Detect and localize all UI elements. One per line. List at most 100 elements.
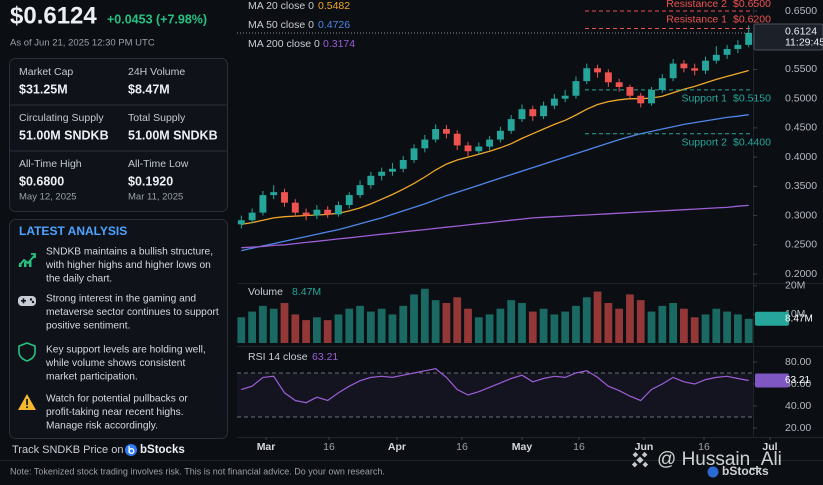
volume-bar xyxy=(485,314,494,343)
volume-current: 8.47M xyxy=(785,313,813,324)
candle-body xyxy=(313,209,321,216)
level-name: Support 2 xyxy=(681,137,727,149)
y-tick-label: 0.5500 xyxy=(785,63,817,75)
volume-bar xyxy=(323,320,332,343)
x-tick-label: 16 xyxy=(323,441,335,453)
ma-line xyxy=(241,204,749,249)
y-tick-label: 0.3500 xyxy=(785,180,817,192)
volume-bar xyxy=(626,294,634,343)
stat-value: $8.47M xyxy=(128,82,170,96)
volume-bar xyxy=(539,308,548,343)
x-tick-label: May xyxy=(512,441,533,453)
volume-bar xyxy=(507,300,516,343)
legend-label: MA 200 close 0 xyxy=(248,38,320,50)
x-tick-label: 16 xyxy=(573,441,585,453)
x-tick-label: 16 xyxy=(456,441,468,453)
volume-bar xyxy=(712,308,721,343)
volume-bar xyxy=(561,311,570,343)
candle-body xyxy=(378,171,386,176)
volume-bar xyxy=(474,317,483,343)
icon-trend xyxy=(18,253,36,267)
volume-bar xyxy=(302,320,310,343)
rsi-box xyxy=(755,373,789,388)
chart: 0.2000 0.2500 0.3000 0.3500 0.4000 0.4500 0.50… xyxy=(237,0,823,453)
volume-bar xyxy=(366,311,375,343)
volume-bar xyxy=(701,314,710,343)
stat-value: 51.00M SNDKB xyxy=(19,128,109,142)
volume-bar xyxy=(604,303,613,343)
x-tick-label: Jun xyxy=(635,441,654,453)
level-name: Support 1 xyxy=(681,93,727,105)
analysis-text: Key support levels are holding well, xyxy=(46,345,206,356)
level-name: Resistance 2 xyxy=(666,0,727,10)
volume-bar xyxy=(690,317,699,343)
analysis-text: with higher highs and higher lows on xyxy=(45,260,211,271)
disclaimer: Note: Tokenized stock trading involves r… xyxy=(10,466,385,476)
rsi-tick-label: 40.00 xyxy=(785,400,811,412)
stat-label: All-Time Low xyxy=(128,158,189,170)
candle-body xyxy=(496,130,504,140)
candle-body xyxy=(442,129,450,134)
legend-value: 0.3174 xyxy=(323,38,355,50)
track-text: Track SNDKB Price on xyxy=(12,444,123,456)
legend-label: MA 20 close 0 xyxy=(248,0,314,12)
candle-body xyxy=(432,129,440,140)
candle-body xyxy=(550,98,558,106)
candle-body xyxy=(583,68,591,82)
volume-tick-label: 10M xyxy=(785,308,805,320)
candle-body xyxy=(594,68,602,73)
watermark-handle: @ Hussain_Ali xyxy=(657,449,782,470)
brand-name[interactable]: bStocks xyxy=(140,444,185,456)
legend-label: MA 50 close 0 xyxy=(248,19,314,31)
volume-bar xyxy=(312,317,321,343)
legend-value: 0.4726 xyxy=(318,19,350,31)
x-tick-label: 16 xyxy=(698,441,710,453)
y-tick-label: 0.3000 xyxy=(785,209,817,221)
analysis-text: SNDKB maintains a bullish structure, xyxy=(46,247,213,258)
x-tick-label: Jul xyxy=(762,441,777,453)
candle-body xyxy=(723,48,731,55)
volume-bar xyxy=(669,303,678,343)
candle-body xyxy=(658,78,666,90)
candle-body xyxy=(604,72,612,83)
volume-bar xyxy=(248,311,256,343)
rsi-current: 63.21 xyxy=(785,375,810,386)
volume-bar xyxy=(658,305,667,343)
candle-body xyxy=(464,145,472,152)
volume-bar xyxy=(345,308,354,343)
stat-label: Market Cap xyxy=(19,66,73,78)
candle-body xyxy=(712,54,720,61)
analysis-text: while volume shows consistent xyxy=(45,358,185,369)
volume-bar xyxy=(615,308,624,343)
candle-body xyxy=(572,81,580,96)
candle-body xyxy=(637,95,645,104)
stat-value: $0.1920 xyxy=(128,174,173,188)
candle-body xyxy=(669,63,677,79)
candle-body xyxy=(270,192,278,196)
volume-bar xyxy=(518,303,526,343)
stat-label: All-Time High xyxy=(19,158,82,170)
ma-line xyxy=(241,114,749,252)
volume-bar xyxy=(572,305,580,343)
analysis-text: Watch for potential pullbacks or xyxy=(46,394,188,405)
level-value: $0.6500 xyxy=(733,0,771,10)
volume-bar xyxy=(464,308,472,343)
stat-value: $31.25M xyxy=(19,82,68,96)
volume-bar xyxy=(680,308,688,343)
analysis-text: market participation. xyxy=(46,372,138,383)
countdown: 11:29:45 xyxy=(785,37,823,49)
icon-warning xyxy=(18,394,36,410)
volume-bar xyxy=(410,294,418,343)
candle-body xyxy=(291,202,299,213)
rsi-tick-label: 20.00 xyxy=(785,422,811,434)
brand-logo[interactable]: bStocks xyxy=(125,444,185,456)
volume-bar xyxy=(280,303,289,343)
candle-body xyxy=(335,205,342,215)
as-of: As of Jun 21, 2025 12:30 PM UTC xyxy=(10,38,155,49)
volume-legend-value: 8.47M xyxy=(292,286,321,298)
stat-label: Total Supply xyxy=(128,112,186,124)
candle-body xyxy=(399,160,407,169)
candle-body xyxy=(615,82,623,87)
volume-bar xyxy=(237,317,246,343)
